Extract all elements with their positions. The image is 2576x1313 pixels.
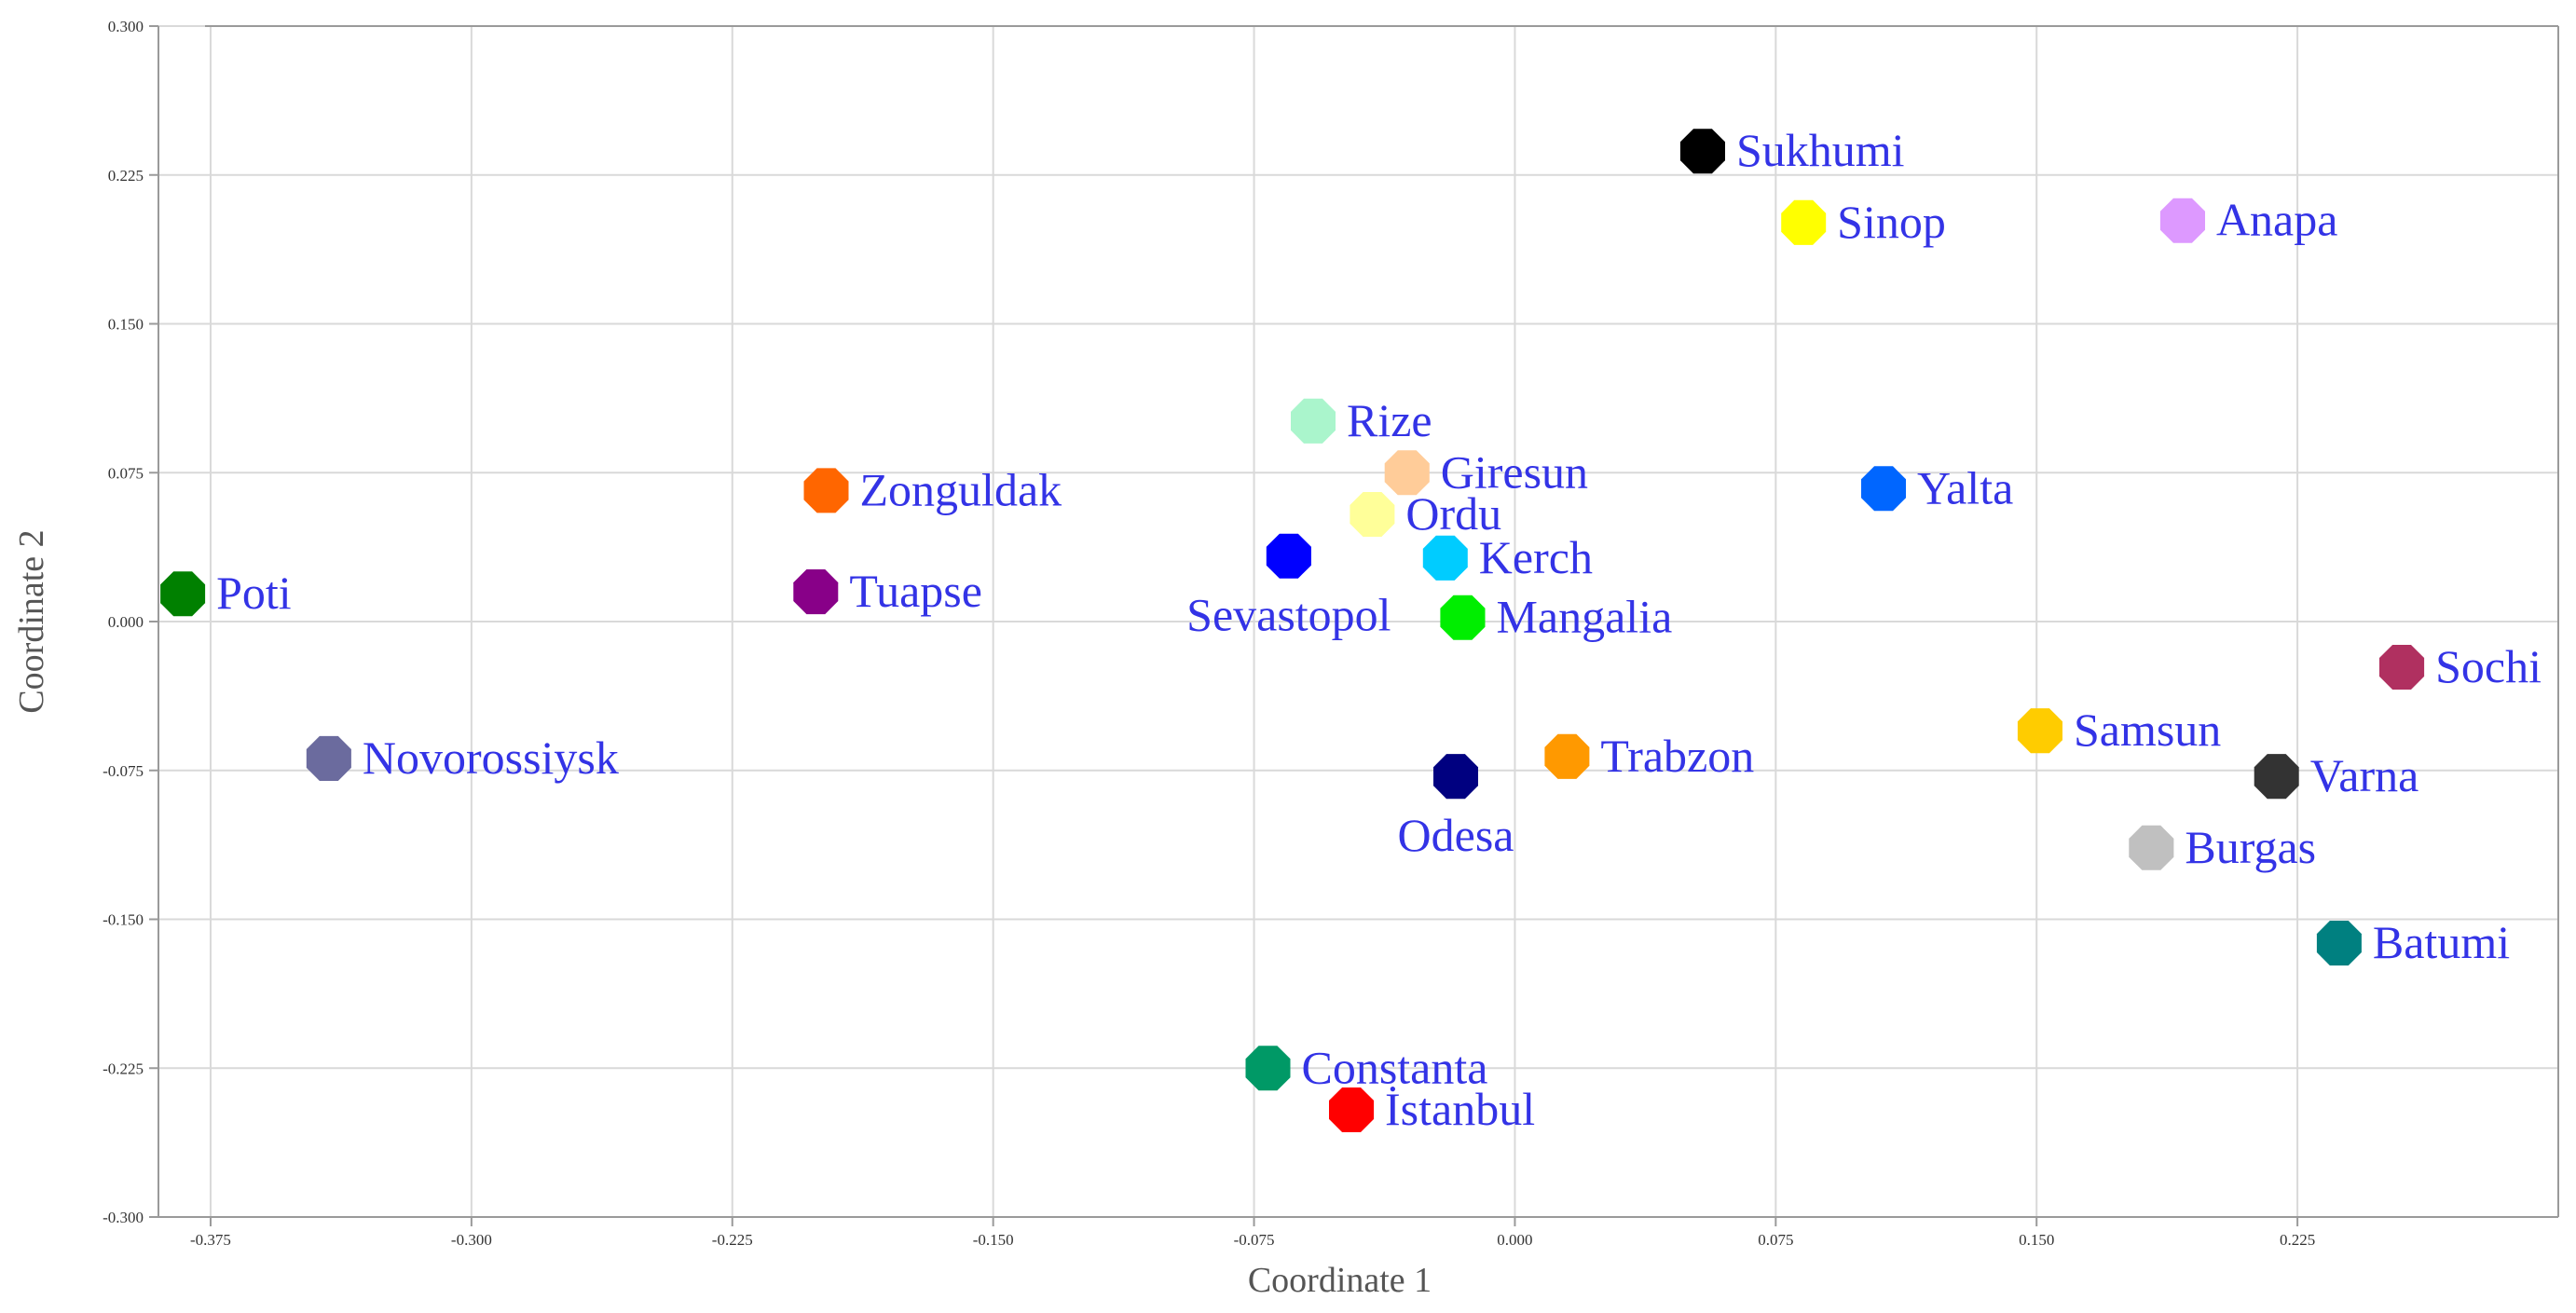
data-point bbox=[793, 569, 839, 615]
data-label: Poti bbox=[216, 567, 292, 619]
x-tick-label: 0.225 bbox=[2280, 1231, 2315, 1249]
data-point bbox=[1861, 466, 1906, 512]
data-point bbox=[306, 735, 351, 781]
y-tick-label: -0.300 bbox=[103, 1209, 144, 1226]
data-label: Samsun bbox=[2074, 704, 2221, 756]
data-point bbox=[1384, 450, 1430, 496]
data-point bbox=[1679, 129, 1725, 174]
data-label: Novorossiysk bbox=[363, 732, 619, 784]
data-label: Varna bbox=[2310, 749, 2419, 801]
data-label: Trabzon bbox=[1600, 730, 1754, 782]
data-label: Yalta bbox=[1917, 461, 2013, 513]
y-tick-label: -0.225 bbox=[103, 1060, 144, 1077]
data-point bbox=[2129, 825, 2174, 870]
x-tick-label: 0.075 bbox=[1758, 1231, 1793, 1249]
data-label: Batumi bbox=[2373, 916, 2510, 968]
data-label: Kerch bbox=[1479, 531, 1593, 583]
data-label: Sinop bbox=[1837, 196, 1946, 248]
y-tick-label: 0.150 bbox=[108, 316, 144, 334]
data-label: Sochi bbox=[2435, 640, 2542, 692]
data-label: Mangalia bbox=[1496, 591, 1672, 643]
y-tick-label: 0.000 bbox=[108, 613, 144, 631]
x-tick-label: -0.375 bbox=[190, 1231, 231, 1249]
data-point bbox=[2316, 921, 2362, 966]
data-point bbox=[1329, 1087, 1375, 1132]
data-point bbox=[1266, 533, 1311, 579]
data-label: Constanta bbox=[1301, 1041, 1487, 1093]
y-tick-label: 0.225 bbox=[108, 167, 144, 185]
data-point bbox=[2379, 645, 2425, 690]
data-point bbox=[1433, 754, 1478, 800]
data-point bbox=[2017, 708, 2062, 754]
y-tick-label: -0.075 bbox=[103, 762, 144, 780]
x-tick-label: -0.150 bbox=[973, 1231, 1014, 1249]
data-point bbox=[1781, 199, 1827, 245]
data-label: Sevastopol bbox=[1186, 589, 1391, 641]
data-label: Zonguldak bbox=[860, 463, 1062, 515]
y-tick-label: 0.300 bbox=[108, 18, 144, 35]
data-point bbox=[1245, 1046, 1291, 1091]
data-point bbox=[1291, 398, 1336, 444]
x-tick-label: 0.150 bbox=[2019, 1231, 2054, 1249]
data-label: Giresun bbox=[1441, 445, 1588, 498]
y-axis-ticks: 0.300 0.225 0.150 0.075 0.000 -0.075 -0.150 -0.… bbox=[103, 18, 158, 1226]
data-point bbox=[2254, 754, 2299, 800]
x-axis-ticks: -0.375 -0.300 -0.225 -0.150 -0.075 0.000 0.075… bbox=[190, 1217, 2315, 1249]
data-point bbox=[160, 571, 206, 617]
y-axis-title: Coordinate 2 bbox=[12, 529, 51, 713]
x-tick-label: -0.300 bbox=[451, 1231, 492, 1249]
data-label: Odesa bbox=[1398, 809, 1514, 861]
axes bbox=[158, 25, 2559, 1218]
data-point bbox=[1422, 535, 1468, 581]
data-points bbox=[160, 129, 2425, 1132]
x-axis-title: Coordinate 1 bbox=[1248, 1261, 1432, 1300]
data-point bbox=[1544, 733, 1590, 779]
x-tick-label: -0.225 bbox=[712, 1231, 753, 1249]
x-tick-label: -0.075 bbox=[1234, 1231, 1275, 1249]
y-tick-label: -0.150 bbox=[103, 911, 144, 929]
data-label: Rize bbox=[1347, 394, 1432, 446]
data-point bbox=[1350, 492, 1395, 537]
data-label: Sukhumi bbox=[1736, 124, 1905, 176]
data-label: Tuapse bbox=[849, 565, 982, 617]
data-point bbox=[2159, 198, 2205, 243]
data-point bbox=[1440, 595, 1486, 640]
data-label: Burgas bbox=[2185, 821, 2316, 873]
data-label: İstanbul bbox=[1385, 1083, 1535, 1135]
data-point bbox=[803, 468, 849, 513]
data-label: Anapa bbox=[2216, 194, 2338, 246]
y-tick-label: 0.075 bbox=[108, 464, 144, 482]
data-label: Ordu bbox=[1405, 487, 1501, 540]
x-tick-label: 0.000 bbox=[1497, 1231, 1532, 1249]
